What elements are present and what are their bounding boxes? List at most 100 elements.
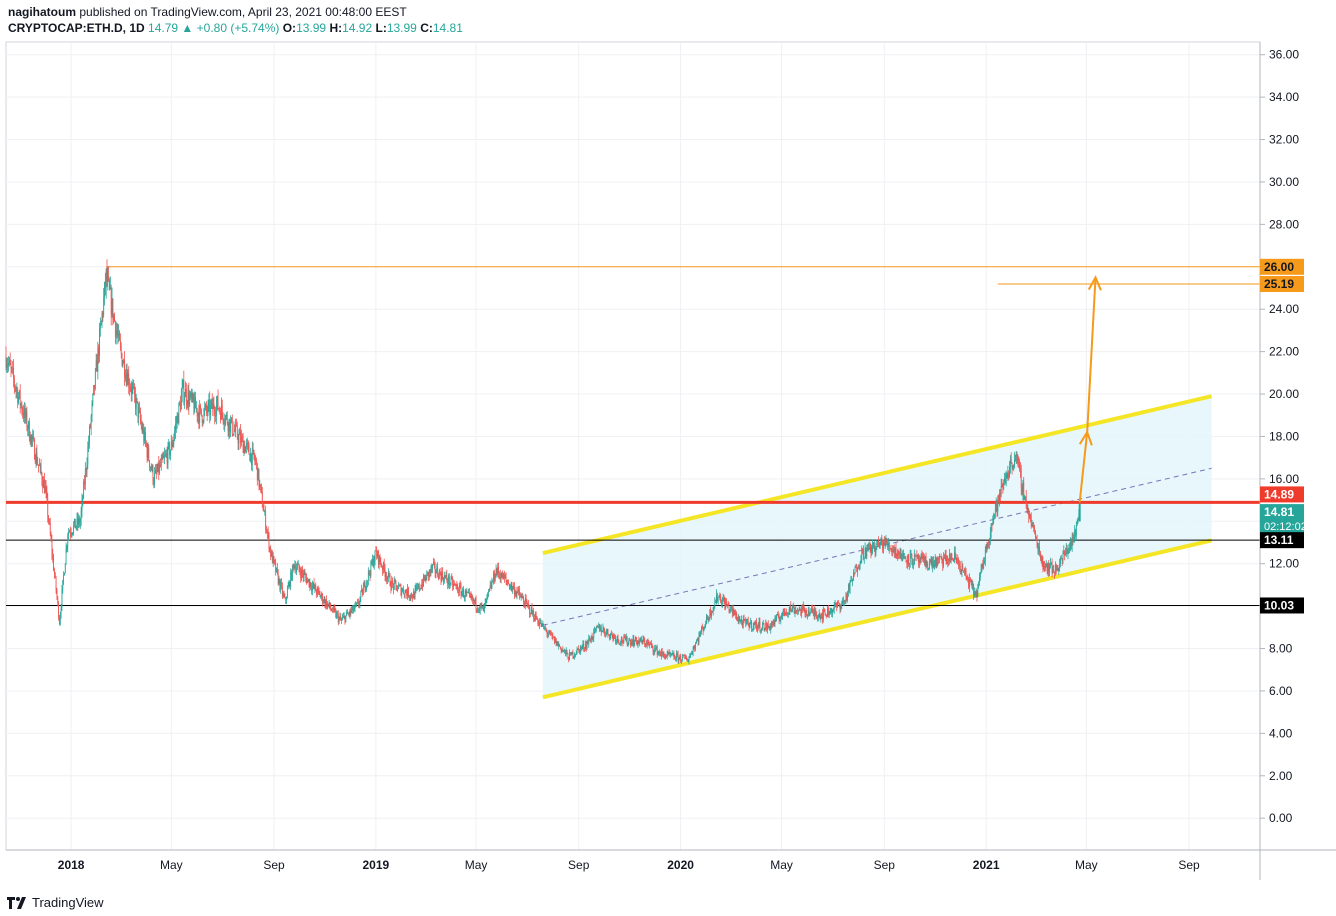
candle-body [889,548,891,549]
candle-body [242,437,244,453]
candle-body [159,464,161,474]
candle-body [463,597,465,599]
candle-body [835,603,837,606]
candle-body [483,606,484,612]
candle-body [449,583,451,585]
candle-body [757,625,759,627]
candle-body [746,619,748,621]
candle-body [660,653,661,657]
y-tick-label: 18.00 [1269,429,1299,443]
candle-body [363,582,365,588]
tradingview-logo-icon[interactable] [6,896,28,910]
candle-body [22,411,24,414]
channel-median-line[interactable] [542,467,1212,626]
target-arrows[interactable] [1078,275,1102,503]
candle-body [561,649,563,652]
candle-body [707,619,709,620]
candle-body [332,606,334,612]
candle-body [23,407,25,418]
candle-body [961,565,963,572]
candle-body [939,556,941,558]
candle-body [824,611,826,614]
candle-body [825,613,827,617]
candle-body [642,638,644,644]
candle-body [499,573,500,575]
candle-body [604,630,606,635]
candle-body [137,401,139,418]
candle-body [423,575,424,587]
candle-body [172,442,174,447]
channel-upper-line[interactable] [542,394,1213,556]
candle-body [492,581,494,583]
candle-body [699,633,701,636]
arrow-shaft-2[interactable] [1086,277,1097,433]
candle-body [768,625,770,628]
candle-body [114,321,116,337]
candle-body [586,642,588,649]
candle-body [734,614,736,616]
candle-body [737,617,739,621]
candle-body [744,619,746,621]
candle-body [296,565,298,569]
candle-body [794,610,796,614]
price-change: +0.80 (+5.74%) [196,21,280,35]
candle-body [590,640,591,642]
candle-body [637,640,639,645]
candle-body [650,643,652,645]
candle-body [731,607,733,614]
candle-body [150,466,152,470]
candle-body [946,561,948,564]
candle-body [948,558,949,561]
candle-body [865,547,867,558]
candle-body [721,602,722,604]
candle-body [179,402,181,404]
candle-body [722,598,724,600]
symbol-name[interactable]: CRYPTOCAP:ETH.D, 1D [8,21,145,35]
arrow-shaft-1[interactable] [1078,432,1089,503]
candle-body [655,646,657,649]
candle-body [144,431,145,442]
candle-body [665,656,667,658]
candle-body [1076,522,1078,526]
candle-body [293,565,295,569]
candle-body [798,609,800,611]
candle-body [306,577,307,584]
candle-body [140,421,142,426]
price-channel[interactable] [542,394,1213,700]
candle-body [398,585,400,587]
channel-lower-line[interactable] [542,538,1213,700]
arrow-head-2[interactable] [1087,275,1102,291]
candle-body [706,615,708,620]
candle-body [109,287,111,290]
candle-body [462,589,464,593]
candle-body [603,627,605,631]
candle-body [721,599,723,604]
candle-body [718,595,720,598]
candle-body [746,619,747,624]
x-tick-label: May [160,858,183,872]
candle-body [418,584,419,588]
horizontal-lines[interactable] [6,266,1260,606]
candle-body [662,652,664,654]
footer-brand[interactable]: TradingView [32,895,104,910]
candle-body [85,469,87,471]
candle-body [1070,542,1072,547]
author-name[interactable]: nagihatoum [8,5,76,19]
candle-body [491,581,493,589]
candle-body [860,560,862,564]
candle-body [556,641,558,646]
candle-body [182,380,184,387]
candle-body [79,521,81,525]
candle-body [6,365,8,368]
candle-body [883,542,884,550]
candle-body [291,564,293,580]
candle-body [982,564,984,568]
y-tick-label: 12.00 [1269,557,1299,571]
candle-body [833,606,835,610]
candle-body [595,628,596,630]
candle-body [281,585,283,596]
candle-body [45,486,47,492]
candle-body [970,579,972,582]
candle-body [59,618,60,624]
